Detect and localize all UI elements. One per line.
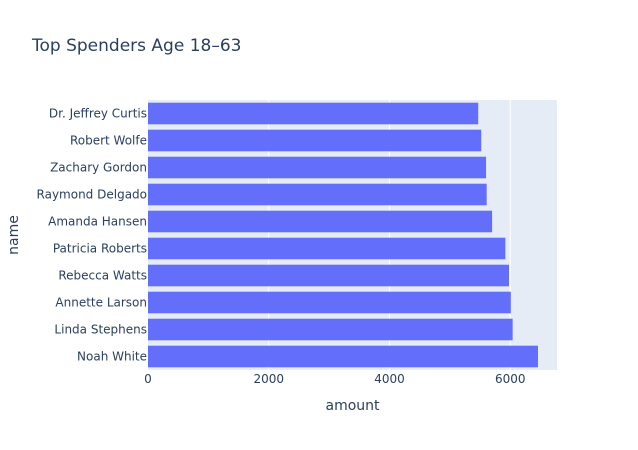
x-tick-label: 2000 <box>253 372 284 386</box>
bar <box>148 264 510 287</box>
y-tick-label: Rebecca Watts <box>58 269 147 283</box>
y-tick-label: Raymond Delgado <box>37 188 147 202</box>
y-tick-label: Linda Stephens <box>54 323 147 337</box>
bar <box>148 156 487 179</box>
y-tick-label: Patricia Roberts <box>53 242 147 256</box>
y-tick-label: Robert Wolfe <box>70 134 147 148</box>
bar <box>148 183 487 206</box>
x-tick-label: 0 <box>144 372 152 386</box>
bar <box>148 291 511 314</box>
chart-title: Top Spenders Age 18–63 <box>31 36 241 56</box>
bars <box>148 102 538 368</box>
y-tick-label: Annette Larson <box>55 296 147 310</box>
bar <box>148 102 479 125</box>
x-tick-label: 4000 <box>374 372 405 386</box>
bar <box>148 237 506 260</box>
y-tick-label: Zachary Gordon <box>50 161 147 175</box>
y-tick-label: Dr. Jeffrey Curtis <box>49 107 147 121</box>
bar <box>148 318 513 341</box>
x-tick-labels: 0 2000 4000 6000 <box>144 372 525 386</box>
bar <box>148 129 482 152</box>
bar <box>148 210 493 233</box>
y-tick-label: Noah White <box>77 350 147 364</box>
x-tick-label: 6000 <box>495 372 526 386</box>
y-tick-labels: Dr. Jeffrey Curtis Robert Wolfe Zachary Go… <box>37 107 147 364</box>
y-axis-title: name <box>6 215 22 255</box>
x-axis-title: amount <box>325 398 380 414</box>
bar <box>148 345 538 368</box>
y-tick-label: Amanda Hansen <box>48 215 147 229</box>
